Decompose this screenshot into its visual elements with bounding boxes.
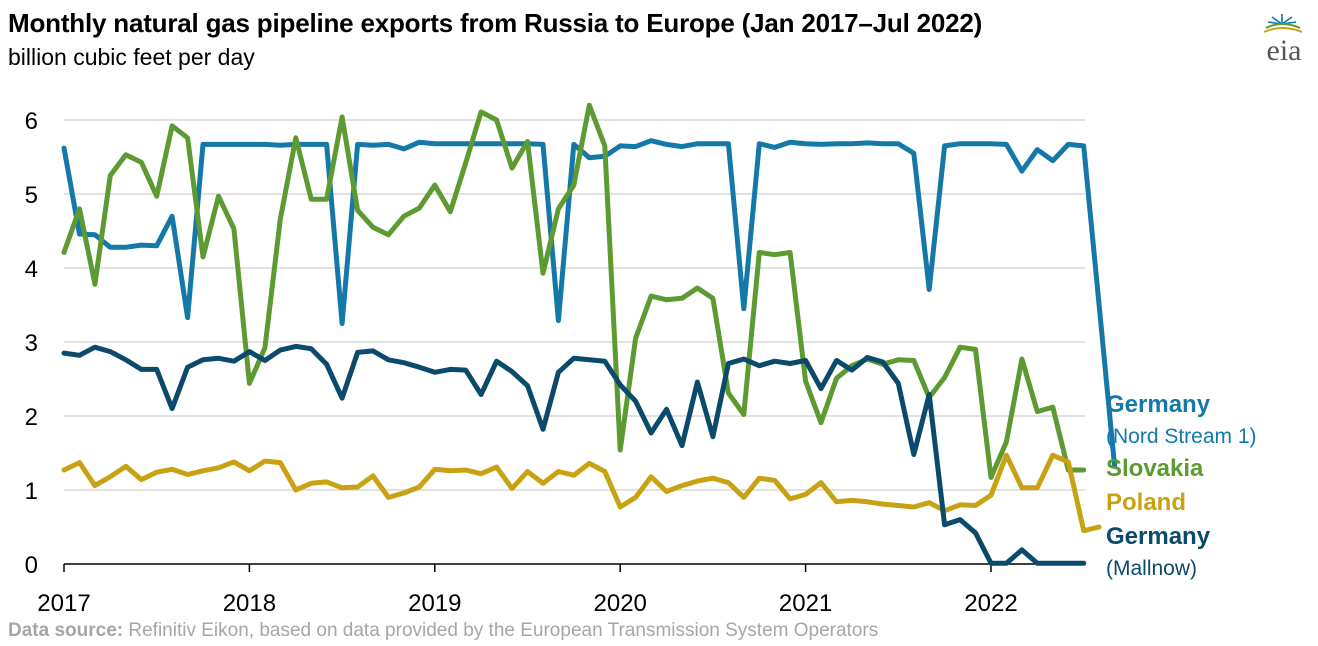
x-tick-label-2018: 2018 xyxy=(223,590,276,617)
series-line-slovakia xyxy=(61,102,1087,480)
tick-labels: 0 1 2 3 4 5 6 2017 2018 2019 2020 2021 2022 xyxy=(25,108,1018,617)
x-tick-label-2022: 2022 xyxy=(964,590,1017,617)
y-tick-label: 1 xyxy=(25,478,38,505)
series-line-germany-mallnow xyxy=(61,343,1087,566)
y-tick-label: 3 xyxy=(25,330,38,357)
legend-germany-nord-stream-sub: (Nord Stream 1) xyxy=(1106,425,1257,448)
data-source-label: Data source: xyxy=(8,620,124,641)
series-line-poland xyxy=(61,452,1102,534)
chart-title: Monthly natural gas pipeline exports fro… xyxy=(8,8,983,38)
y-tick-label: 5 xyxy=(25,182,38,209)
axes xyxy=(63,563,1085,572)
eia-logo-text: eia xyxy=(1267,34,1302,67)
x-tick-label-2021: 2021 xyxy=(779,590,832,617)
legend-slovakia-label: Slovakia xyxy=(1106,455,1204,482)
y-tick-label: 0 xyxy=(25,552,38,579)
legend-germany-mallnow-sub: (Mallnow) xyxy=(1106,557,1198,580)
legend-poland-label: Poland xyxy=(1106,489,1187,516)
chart-subtitle: billion cubic feet per day xyxy=(8,44,255,70)
gridlines xyxy=(64,119,1085,491)
eia-logo: eia xyxy=(1263,14,1303,67)
legend-germany-mallnow-label: Germany xyxy=(1106,523,1211,550)
legend-germany-nord-stream-label: Germany xyxy=(1106,391,1211,418)
x-tick-label-2017: 2017 xyxy=(37,590,90,617)
x-tick-label-2019: 2019 xyxy=(408,590,461,617)
data-source-note: Data source: Refinitiv Eikon, based on d… xyxy=(8,620,878,642)
x-tick-label-2020: 2020 xyxy=(594,590,647,617)
data-source-text: Refinitiv Eikon, based on data provided … xyxy=(123,620,879,641)
y-tick-label: 6 xyxy=(25,108,38,135)
y-tick-label: 4 xyxy=(25,256,38,283)
series-lines xyxy=(61,102,1118,566)
y-tick-label: 2 xyxy=(25,404,38,431)
series-line-germany-nord-stream-1 xyxy=(61,138,1118,469)
